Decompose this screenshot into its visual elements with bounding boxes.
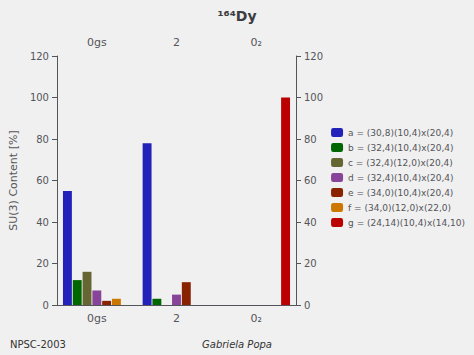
svg-text:g = (24,14)(10,4)x(14,10): g = (24,14)(10,4)x(14,10)	[348, 218, 465, 228]
svg-text:b = (32,4)(10,4)x(20,4): b = (32,4)(10,4)x(20,4)	[348, 143, 454, 153]
svg-text:120: 120	[304, 51, 323, 62]
svg-text:20: 20	[304, 258, 317, 269]
svg-text:80: 80	[304, 134, 317, 145]
svg-text:f = (34,0)(12,0)x(22,0): f = (34,0)(12,0)x(22,0)	[348, 203, 451, 213]
svg-text:40: 40	[304, 217, 317, 228]
svg-text:a = (30,8)(10,4)x(20,4): a = (30,8)(10,4)x(20,4)	[348, 128, 453, 138]
svg-text:0gs: 0gs	[87, 312, 107, 325]
svg-text:100: 100	[304, 92, 323, 103]
svg-text:Gabriela Popa: Gabriela Popa	[202, 339, 272, 350]
svg-text:40: 40	[36, 217, 49, 228]
svg-text:SU(3) Content [%]: SU(3) Content [%]	[7, 130, 20, 230]
svg-text:¹⁶⁴Dy: ¹⁶⁴Dy	[217, 8, 256, 24]
svg-text:c = (32,4)(12,0)x(20,4): c = (32,4)(12,0)x(20,4)	[348, 158, 453, 168]
svg-text:0: 0	[43, 300, 49, 311]
svg-text:0gs: 0gs	[87, 36, 107, 49]
svg-text:100: 100	[30, 92, 49, 103]
svg-text:20: 20	[36, 258, 49, 269]
svg-text:d = (32,4)(10,4)x(20,4): d = (32,4)(10,4)x(20,4)	[348, 173, 454, 183]
svg-text:60: 60	[36, 175, 49, 186]
svg-text:0: 0	[304, 300, 310, 311]
svg-text:120: 120	[30, 51, 49, 62]
svg-text:0₂: 0₂	[250, 36, 261, 49]
svg-text:2: 2	[173, 36, 180, 49]
svg-text:60: 60	[304, 175, 317, 186]
svg-text:80: 80	[36, 134, 49, 145]
svg-text:0₂: 0₂	[250, 312, 261, 325]
svg-text:2: 2	[173, 312, 180, 325]
svg-text:NPSC-2003: NPSC-2003	[10, 339, 66, 350]
svg-text:e = (34,0)(10,4)x(20,4): e = (34,0)(10,4)x(20,4)	[348, 188, 453, 198]
